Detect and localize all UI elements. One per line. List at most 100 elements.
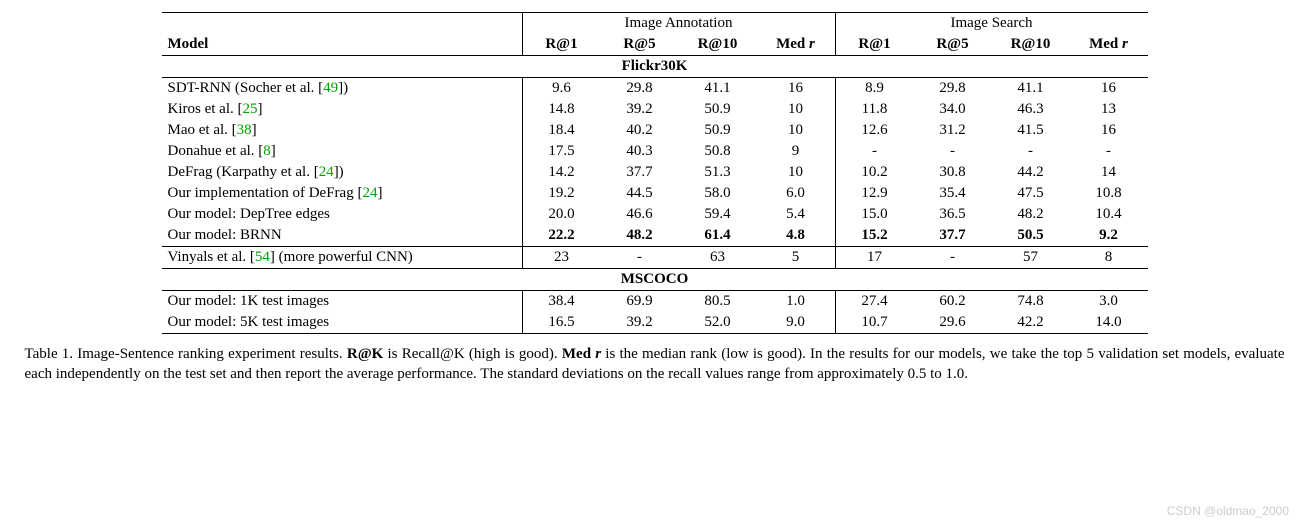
cell-value: 69.9 <box>601 291 679 313</box>
cell-value: - <box>601 247 679 269</box>
cell-value: 48.2 <box>601 225 679 247</box>
cell-value: 48.2 <box>992 204 1070 225</box>
cell-value: 40.3 <box>601 141 679 162</box>
cell-value: 9.0 <box>757 312 836 334</box>
cell-value: 31.2 <box>914 120 992 141</box>
table-row: Vinyals et al. [54] (more powerful CNN) … <box>162 247 1148 269</box>
header-r1-annotation: R@1 <box>522 34 601 56</box>
cell-value: 37.7 <box>601 162 679 183</box>
citation-link: 54 <box>255 249 270 265</box>
cell-value: 9.6 <box>522 78 601 100</box>
table-caption: Table 1. Image-Sentence ranking experime… <box>25 344 1285 385</box>
cell-value: 61.4 <box>679 225 757 247</box>
cell-value: 12.9 <box>835 183 914 204</box>
citation-link: 24 <box>362 185 377 201</box>
section-label-flickr: Flickr30K <box>162 56 1148 78</box>
cell-value: 10.2 <box>835 162 914 183</box>
model-label-deptree: Our model: DepTree edges <box>162 204 523 225</box>
header-group-search: Image Search <box>835 13 1148 35</box>
cell-value: 13 <box>1070 99 1148 120</box>
cell-value: 17 <box>835 247 914 269</box>
cell-value: 8.9 <box>835 78 914 100</box>
cell-value: 44.2 <box>992 162 1070 183</box>
table-header-columns: Model R@1 R@5 R@10 Med r R@1 R@5 R@10 Me… <box>162 34 1148 56</box>
cell-value: 10.7 <box>835 312 914 334</box>
cell-value: 8 <box>1070 247 1148 269</box>
cell-value: 35.4 <box>914 183 992 204</box>
cell-value: 50.5 <box>992 225 1070 247</box>
cell-value: 10 <box>757 99 836 120</box>
cell-value: 52.0 <box>679 312 757 334</box>
table-row: Our implementation of DeFrag [24] 19.2 4… <box>162 183 1148 204</box>
section-header-flickr: Flickr30K <box>162 56 1148 78</box>
cell-value: 14.2 <box>522 162 601 183</box>
model-label-defrag: DeFrag (Karpathy et al. [24]) <box>162 162 523 183</box>
cell-value: 14.0 <box>1070 312 1148 334</box>
cell-value: 16 <box>1070 78 1148 100</box>
citation-link: 25 <box>242 101 257 117</box>
cell-value: 39.2 <box>601 99 679 120</box>
cell-value: 10.8 <box>1070 183 1148 204</box>
table-row: DeFrag (Karpathy et al. [24]) 14.2 37.7 … <box>162 162 1148 183</box>
cell-value: 50.9 <box>679 99 757 120</box>
model-label-brnn: Our model: BRNN <box>162 225 523 247</box>
cell-value: 41.1 <box>992 78 1070 100</box>
cell-value: 15.0 <box>835 204 914 225</box>
citation-link: 8 <box>263 143 271 159</box>
header-group-annotation: Image Annotation <box>522 13 835 35</box>
cell-value: 14.8 <box>522 99 601 120</box>
cell-value: 36.5 <box>914 204 992 225</box>
table-header-groups: Image Annotation Image Search <box>162 13 1148 35</box>
caption-rk: R@K <box>347 346 383 362</box>
model-label-vinyals: Vinyals et al. [54] (more powerful CNN) <box>162 247 523 269</box>
header-medr-search: Med r <box>1070 34 1148 56</box>
cell-value: 80.5 <box>679 291 757 313</box>
cell-value: - <box>992 141 1070 162</box>
cell-value: - <box>1070 141 1148 162</box>
cell-value: 5.4 <box>757 204 836 225</box>
cell-value: 19.2 <box>522 183 601 204</box>
model-label-coco1k: Our model: 1K test images <box>162 291 523 313</box>
cell-value: 3.0 <box>1070 291 1148 313</box>
cell-value: - <box>914 247 992 269</box>
cell-value: 4.8 <box>757 225 836 247</box>
cell-value: 6.0 <box>757 183 836 204</box>
cell-value: 63 <box>679 247 757 269</box>
header-model: Model <box>162 34 523 56</box>
cell-value: 16 <box>1070 120 1148 141</box>
cell-value: 11.8 <box>835 99 914 120</box>
cell-value: 29.8 <box>601 78 679 100</box>
watermark-text: CSDN @oldmao_2000 <box>1167 504 1289 518</box>
cell-value: 34.0 <box>914 99 992 120</box>
cell-value: 51.3 <box>679 162 757 183</box>
cell-value: 14 <box>1070 162 1148 183</box>
model-label-mao: Mao et al. [38] <box>162 120 523 141</box>
table-row: Kiros et al. [25] 14.8 39.2 50.9 10 11.8… <box>162 99 1148 120</box>
cell-value: 50.9 <box>679 120 757 141</box>
results-table: Image Annotation Image Search Model R@1 … <box>162 12 1148 334</box>
cell-value: 41.5 <box>992 120 1070 141</box>
cell-value: 29.8 <box>914 78 992 100</box>
header-r10-annotation: R@10 <box>679 34 757 56</box>
cell-value: - <box>835 141 914 162</box>
cell-value: 60.2 <box>914 291 992 313</box>
header-r10-search: R@10 <box>992 34 1070 56</box>
cell-value: 57 <box>992 247 1070 269</box>
cell-value: 40.2 <box>601 120 679 141</box>
section-label-mscoco: MSCOCO <box>162 269 1148 291</box>
section-header-mscoco: MSCOCO <box>162 269 1148 291</box>
cell-value: 47.5 <box>992 183 1070 204</box>
citation-link: 38 <box>237 122 252 138</box>
cell-value: 20.0 <box>522 204 601 225</box>
cell-value: 9.2 <box>1070 225 1148 247</box>
table-row: Our model: 1K test images 38.4 69.9 80.5… <box>162 291 1148 313</box>
header-medr-annotation: Med r <box>757 34 836 56</box>
cell-value: 1.0 <box>757 291 836 313</box>
cell-value: 38.4 <box>522 291 601 313</box>
model-label-sdt: SDT-RNN (Socher et al. [49]) <box>162 78 523 100</box>
cell-value: 10 <box>757 120 836 141</box>
cell-value: 5 <box>757 247 836 269</box>
cell-value: 37.7 <box>914 225 992 247</box>
cell-value: 15.2 <box>835 225 914 247</box>
caption-med: Med r <box>562 346 601 362</box>
